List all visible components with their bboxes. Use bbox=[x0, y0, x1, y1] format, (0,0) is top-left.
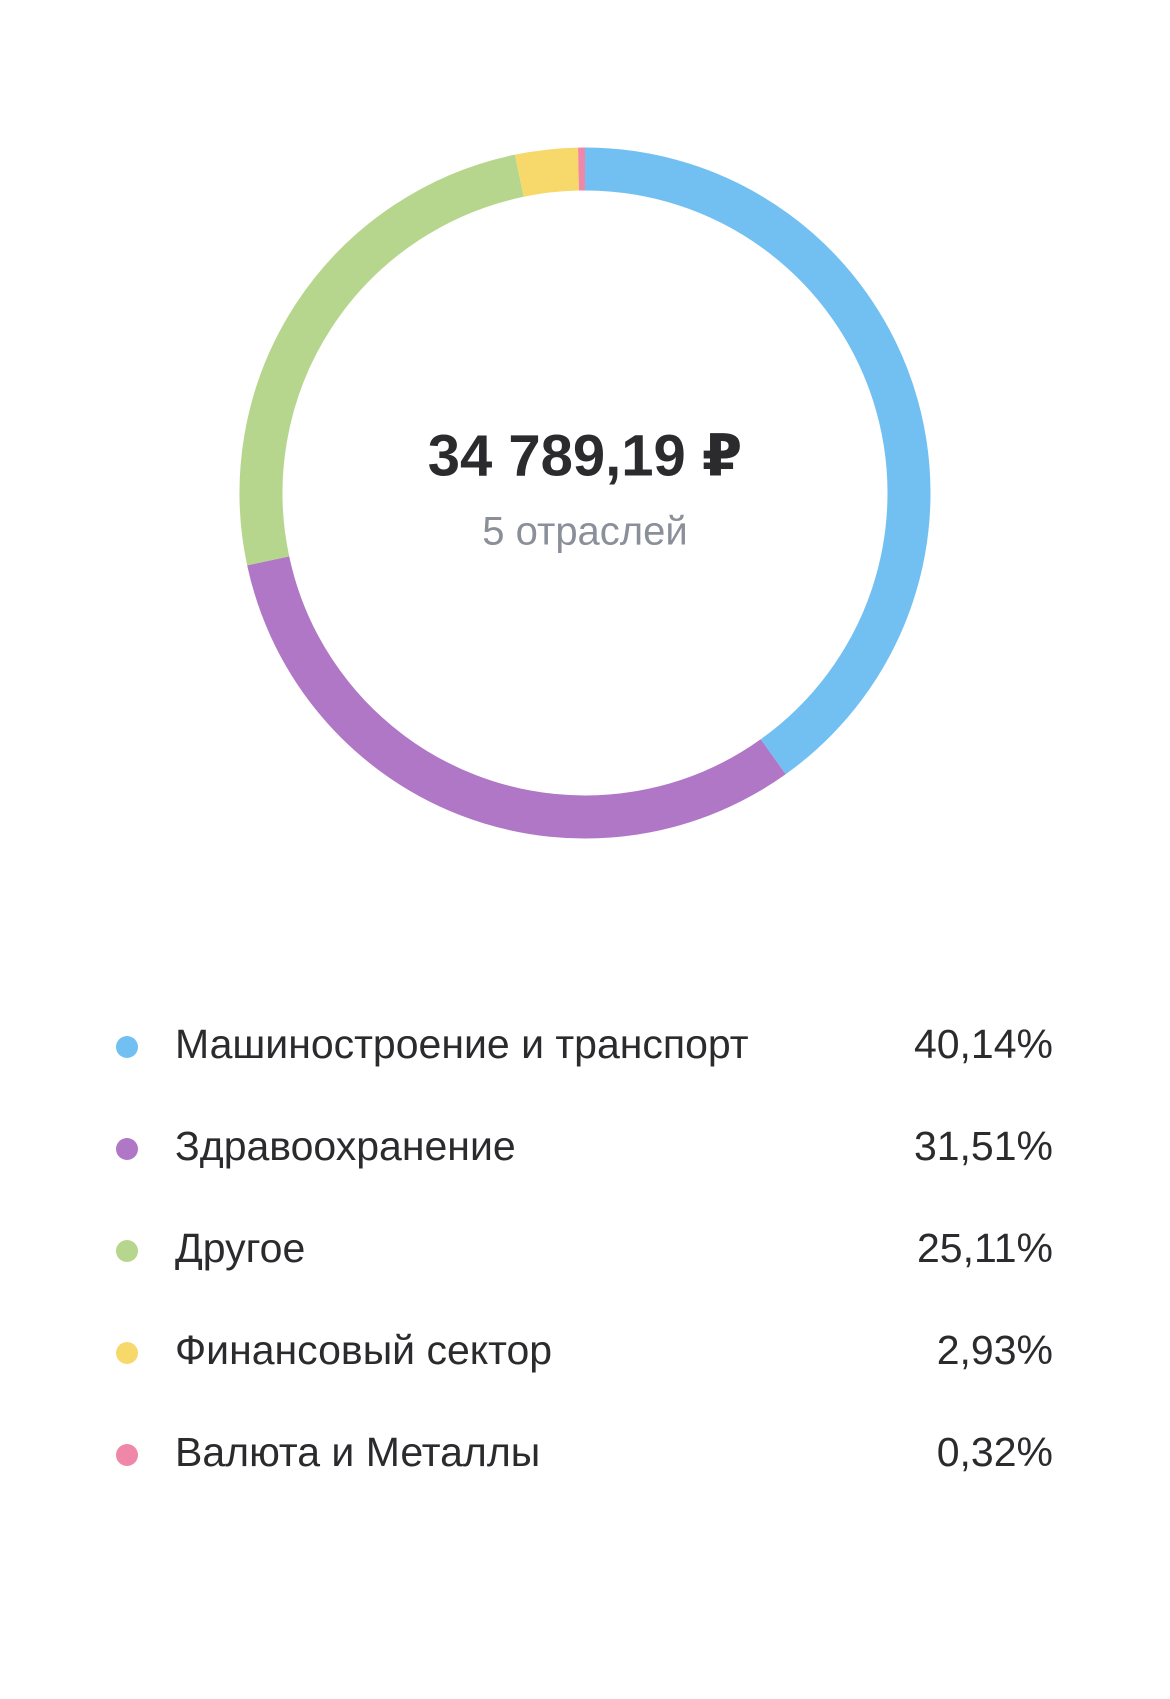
legend-label: Финансовый сектор bbox=[175, 1327, 552, 1373]
legend-label: Другое bbox=[175, 1225, 305, 1271]
legend-value: 25,11% bbox=[917, 1225, 1053, 1271]
legend-label: Валюта и Металлы bbox=[175, 1429, 540, 1475]
legend-dot bbox=[116, 1342, 138, 1364]
legend-dot bbox=[116, 1036, 138, 1058]
legend-dot bbox=[116, 1240, 138, 1262]
subtitle: 5 отраслей bbox=[482, 510, 687, 554]
legend-value: 31,51% bbox=[914, 1123, 1053, 1169]
donut-segment bbox=[239, 154, 524, 566]
legend-value: 0,32% bbox=[937, 1429, 1053, 1475]
donut-segment bbox=[584, 147, 931, 775]
legend-dot bbox=[116, 1444, 138, 1466]
legend-dot bbox=[116, 1138, 138, 1160]
legend-label: Машиностроение и транспорт bbox=[175, 1021, 749, 1067]
donut-segment bbox=[247, 556, 786, 839]
donut-segment bbox=[514, 147, 580, 197]
legend-value: 2,93% bbox=[937, 1327, 1053, 1373]
total-value: 34 789,19 ₽ bbox=[428, 423, 743, 488]
legend-value: 40,14% bbox=[914, 1021, 1053, 1067]
legend-label: Здравоохранение bbox=[175, 1123, 516, 1169]
